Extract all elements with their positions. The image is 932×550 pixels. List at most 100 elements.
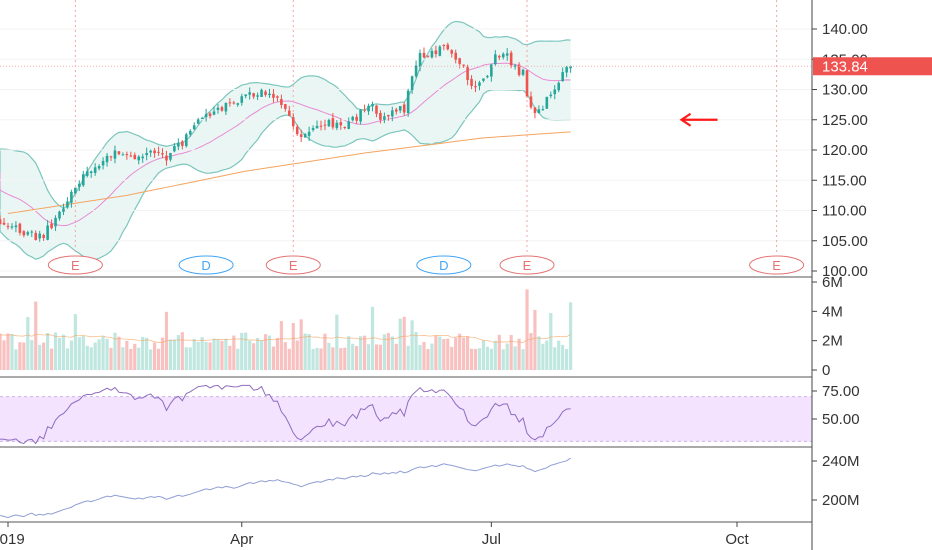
volume-bar-62 — [188, 347, 192, 370]
candle-153 — [549, 91, 553, 99]
candle-59 — [177, 138, 180, 151]
candle-88 — [291, 113, 295, 130]
obv-line — [0, 457, 571, 519]
candle-120 — [418, 49, 422, 72]
candle-body — [406, 90, 410, 114]
candle-151 — [541, 105, 545, 111]
candle-body — [351, 116, 354, 121]
candle-132 — [466, 64, 469, 86]
candle-body — [458, 58, 461, 64]
candle-91 — [303, 133, 307, 138]
candle-86 — [284, 103, 287, 112]
volume-bar-77 — [248, 340, 252, 370]
candle-15 — [2, 218, 6, 226]
candle-109 — [375, 104, 378, 118]
volume-bar-55 — [160, 337, 165, 370]
rsi-tick-label-1: 50.00 — [822, 411, 860, 428]
volume-bar-58 — [172, 339, 177, 370]
candle-body — [161, 153, 164, 155]
volume-bar-28 — [53, 332, 58, 370]
candle-28 — [54, 215, 57, 232]
candle-body — [450, 50, 454, 54]
volume-bar-17 — [10, 333, 14, 370]
volume-bar-34 — [77, 337, 81, 370]
price-tick-label-8: 100.00 — [822, 263, 868, 280]
candle-body — [569, 66, 572, 69]
candle-body — [224, 102, 228, 112]
candle-43 — [113, 145, 117, 164]
candle-118 — [410, 75, 414, 94]
volume-bar-74 — [236, 348, 240, 370]
candle-146 — [521, 68, 525, 77]
obv-tick-label-0: 240M — [822, 453, 860, 470]
candle-body — [335, 122, 339, 129]
volume-bar-69 — [216, 339, 220, 370]
volume-bar-25 — [42, 342, 46, 370]
volume-bar-142 — [505, 343, 509, 370]
volume-bar-130 — [458, 333, 462, 370]
volume-bar-57 — [168, 339, 173, 370]
candle-106 — [363, 104, 366, 113]
long-moving-average-line — [7, 131, 571, 215]
volume-bar-82 — [267, 335, 272, 370]
candle-108 — [371, 101, 374, 112]
candle-body — [537, 109, 541, 114]
candle-35 — [81, 170, 85, 188]
time-tick-label-0: 2019 — [0, 531, 25, 548]
volume-bar-75 — [240, 332, 244, 370]
candle-116 — [402, 102, 406, 116]
candle-26 — [46, 220, 49, 241]
volume-bar-122 — [426, 348, 430, 370]
dividend-marker-3 — [416, 255, 472, 275]
price-tick-label-2: 130.00 — [822, 82, 868, 99]
volume-bar-33 — [73, 314, 77, 370]
candle-body — [303, 134, 307, 138]
volume-bar-92 — [307, 334, 311, 370]
volume-bar-88 — [291, 323, 295, 370]
volume-bar-139 — [493, 340, 497, 370]
candle-body — [70, 191, 73, 203]
volume-bar-106 — [362, 335, 367, 370]
candle-54 — [157, 146, 160, 156]
candle-body — [545, 96, 549, 109]
candle-56 — [165, 150, 168, 166]
volume-bar-46 — [125, 340, 129, 370]
candle-body — [486, 75, 489, 78]
candle-123 — [430, 48, 434, 59]
volume-bar-128 — [450, 346, 454, 370]
candle-body — [260, 89, 263, 97]
volume-bar-150 — [537, 336, 541, 370]
candle-57 — [169, 152, 172, 162]
candle-body — [145, 152, 148, 156]
earnings-marker-label-5: E — [772, 258, 781, 273]
candle-body — [541, 109, 545, 111]
volume-bar-155 — [557, 340, 561, 370]
volume-bar-121 — [422, 341, 426, 370]
candle-body — [367, 105, 370, 112]
volume-bar-119 — [414, 332, 418, 370]
candle-body — [375, 105, 378, 114]
price-tick-label-6: 110.00 — [822, 203, 867, 220]
volume-bar-152 — [545, 340, 549, 370]
candle-77 — [248, 87, 251, 100]
volume-bar-136 — [481, 340, 486, 370]
candle-body — [295, 126, 299, 135]
red-arrow-annotation — [679, 112, 718, 127]
candle-body — [430, 50, 434, 58]
candle-body — [291, 117, 295, 127]
candle-110 — [379, 110, 382, 124]
candle-body — [280, 99, 283, 105]
candle-14 — [0, 215, 2, 225]
volume-bar-64 — [196, 341, 200, 370]
candle-body — [181, 141, 184, 146]
volume-bar-66 — [204, 341, 208, 370]
volume-bar-111 — [382, 334, 386, 370]
candle-body — [165, 155, 168, 161]
candle-115 — [398, 105, 402, 114]
candle-body — [284, 104, 287, 109]
candle-92 — [307, 126, 311, 141]
candle-body — [323, 124, 327, 126]
volume-bar-149 — [533, 309, 537, 370]
candle-32 — [70, 189, 73, 208]
